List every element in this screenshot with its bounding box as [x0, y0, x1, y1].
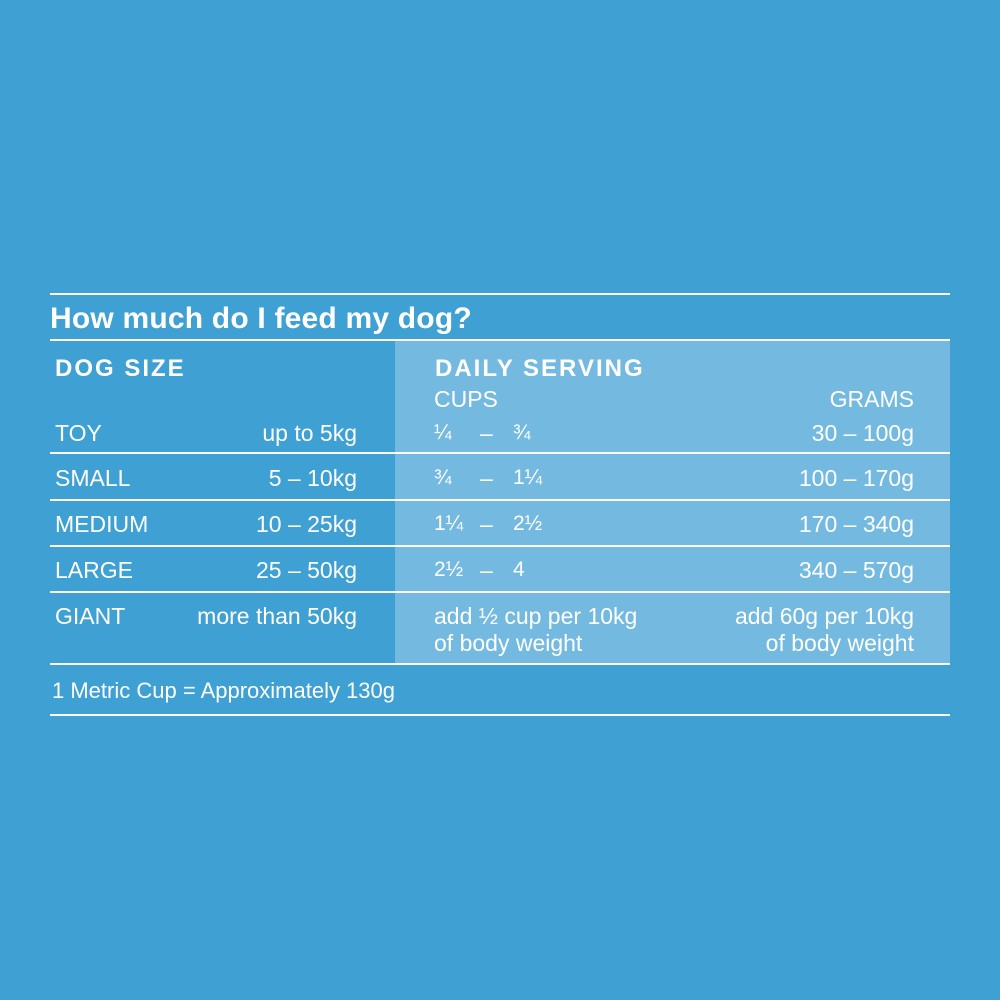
cups-from: 1¼	[434, 512, 464, 535]
table-bottom-rule	[50, 663, 950, 665]
cups-dash: –	[480, 420, 493, 446]
page-title: How much do I feed my dog?	[50, 302, 472, 335]
cups-note-line2: of body weight	[434, 630, 583, 656]
size-label: MEDIUM	[55, 511, 149, 537]
weight-range: 5 – 10kg	[268, 465, 357, 491]
row-divider-4	[50, 591, 950, 593]
cups-from: ¾	[434, 466, 452, 489]
cups-from: ¼	[434, 421, 452, 444]
cups-note-line1: add ½ cup per 10kg	[434, 603, 638, 629]
cups-dash: –	[480, 511, 493, 537]
grams-range: 170 – 340g	[798, 511, 914, 537]
size-label: SMALL	[55, 465, 131, 491]
size-label: LARGE	[55, 557, 133, 583]
cups-header: CUPS	[434, 386, 498, 412]
title-rule	[50, 339, 950, 341]
cups-to: ¾	[513, 421, 531, 444]
footnote-rule	[50, 714, 950, 716]
size-label: GIANT	[55, 603, 126, 629]
size-label: TOY	[55, 420, 102, 446]
cups-to: 2½	[513, 512, 543, 535]
cups-dash: –	[480, 557, 493, 583]
weight-range: up to 5kg	[262, 420, 357, 446]
footnote: 1 Metric Cup = Approximately 130g	[52, 678, 396, 703]
cups-dash: –	[480, 465, 493, 491]
daily-serving-panel	[395, 341, 950, 663]
grams-range: 340 – 570g	[798, 557, 914, 583]
weight-range: more than 50kg	[197, 603, 357, 629]
row-divider-2	[50, 499, 950, 501]
cups-to: 4	[513, 558, 525, 581]
grams-note-line2: of body weight	[765, 630, 914, 656]
row-divider-3	[50, 545, 950, 547]
grams-range: 100 – 170g	[798, 465, 914, 491]
cups-from: 2½	[434, 558, 464, 581]
grams-range: 30 – 100g	[811, 420, 914, 446]
weight-range: 10 – 25kg	[255, 511, 357, 537]
grams-note-line1: add 60g per 10kg	[734, 603, 914, 629]
weight-range: 25 – 50kg	[255, 557, 357, 583]
row-divider-1	[50, 452, 950, 454]
dog-size-header: DOG SIZE	[55, 355, 186, 382]
top-rule	[50, 293, 950, 295]
daily-serving-header: DAILY SERVING	[435, 355, 645, 382]
cups-to: 1¼	[513, 466, 543, 489]
grams-header: GRAMS	[829, 386, 914, 412]
